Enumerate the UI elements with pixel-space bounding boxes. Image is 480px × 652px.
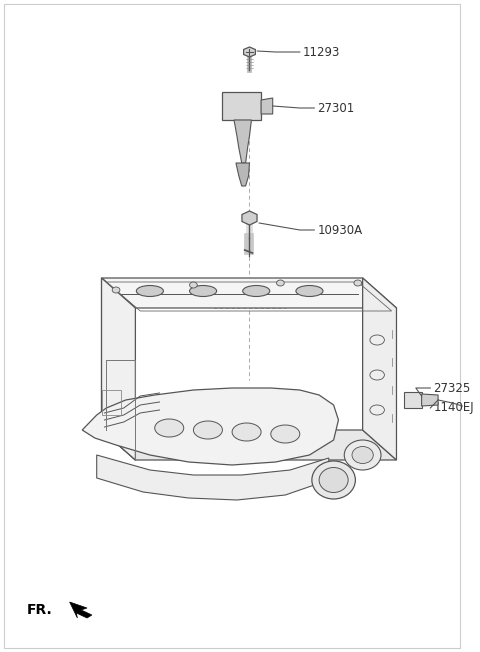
Polygon shape xyxy=(82,388,338,465)
Ellipse shape xyxy=(112,287,120,293)
Ellipse shape xyxy=(193,421,222,439)
Text: 27325: 27325 xyxy=(433,381,470,394)
Polygon shape xyxy=(242,211,257,225)
Ellipse shape xyxy=(190,282,197,288)
Ellipse shape xyxy=(352,447,373,464)
Polygon shape xyxy=(102,278,135,460)
Text: 11293: 11293 xyxy=(303,46,340,59)
Polygon shape xyxy=(261,98,273,114)
Text: 10930A: 10930A xyxy=(317,224,362,237)
Polygon shape xyxy=(362,278,396,460)
Ellipse shape xyxy=(232,423,261,441)
Text: 27301: 27301 xyxy=(317,102,354,115)
Ellipse shape xyxy=(271,425,300,443)
Ellipse shape xyxy=(276,280,284,286)
Ellipse shape xyxy=(312,461,355,499)
Ellipse shape xyxy=(319,467,348,492)
Polygon shape xyxy=(96,455,329,500)
Polygon shape xyxy=(102,278,135,460)
Text: FR.: FR. xyxy=(27,603,53,617)
Ellipse shape xyxy=(136,286,163,297)
Polygon shape xyxy=(404,392,421,408)
Polygon shape xyxy=(421,394,438,406)
Polygon shape xyxy=(244,47,255,57)
Ellipse shape xyxy=(296,286,323,297)
Ellipse shape xyxy=(344,440,381,470)
Ellipse shape xyxy=(354,280,361,286)
Ellipse shape xyxy=(243,286,270,297)
Polygon shape xyxy=(102,430,396,460)
Text: 1140EJ: 1140EJ xyxy=(433,402,474,415)
Polygon shape xyxy=(234,120,252,163)
Polygon shape xyxy=(70,602,92,618)
Polygon shape xyxy=(222,92,261,120)
Polygon shape xyxy=(236,163,250,186)
Ellipse shape xyxy=(155,419,184,437)
Polygon shape xyxy=(102,278,396,308)
Ellipse shape xyxy=(190,286,216,297)
